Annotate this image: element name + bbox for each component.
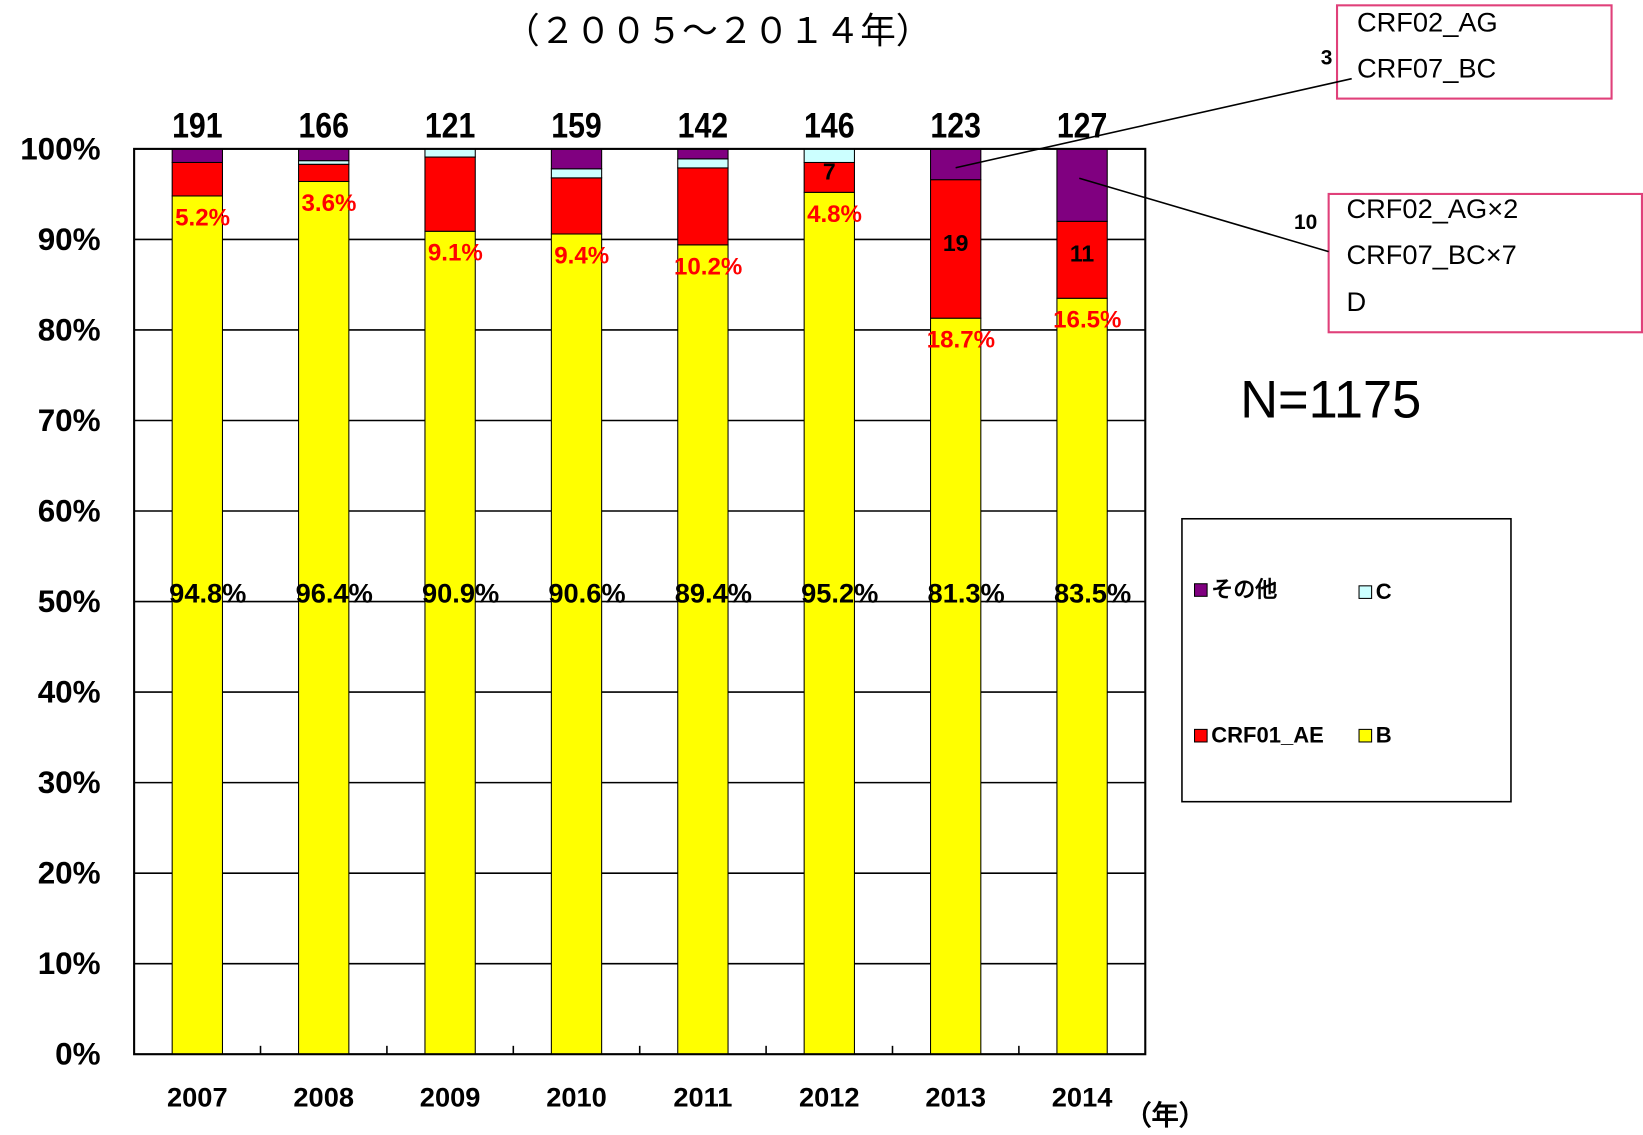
legend-label: その他 bbox=[1211, 577, 1277, 602]
y-tick-label: 100% bbox=[20, 131, 100, 166]
total-note: N=1175 bbox=[1240, 371, 1421, 429]
count-label: 159 bbox=[551, 106, 602, 146]
leader-line bbox=[1079, 177, 1329, 253]
bar-segment bbox=[298, 160, 350, 165]
y-tick-label: 50% bbox=[38, 584, 101, 619]
callout-text: CRF02_AG×2 bbox=[1346, 193, 1518, 224]
legend-label: B bbox=[1376, 723, 1392, 748]
count-label: 142 bbox=[678, 106, 729, 146]
y-tick-label: 40% bbox=[38, 674, 101, 709]
callout-count: 3 bbox=[1321, 46, 1333, 69]
legend-label: C bbox=[1376, 579, 1392, 604]
legend-swatch bbox=[1194, 728, 1208, 743]
bar-segment bbox=[171, 148, 223, 163]
bar-segment bbox=[803, 191, 855, 1055]
non-b-label: 9.1% bbox=[428, 240, 483, 267]
x-tick-label: 2012 bbox=[799, 1081, 860, 1112]
leader-line bbox=[955, 77, 1352, 169]
legend-box bbox=[1181, 517, 1512, 803]
bar-segment bbox=[677, 244, 729, 1055]
legend-label: CRF01_AE bbox=[1211, 723, 1323, 748]
value-label: 89.4% bbox=[675, 577, 752, 608]
bar-segment bbox=[298, 180, 350, 1055]
callout-box bbox=[1335, 4, 1613, 100]
y-tick-label: 80% bbox=[38, 312, 101, 347]
y-tick-label: 70% bbox=[38, 403, 101, 438]
value-label: 94.8% bbox=[169, 577, 246, 608]
bar-segment bbox=[677, 148, 729, 160]
y-tick-label: 10% bbox=[38, 946, 101, 981]
x-unit: （年） bbox=[1124, 1099, 1206, 1130]
x-tick-label: 2009 bbox=[420, 1081, 481, 1112]
bar-segment bbox=[550, 233, 603, 1055]
callout-text: CRF07_BC bbox=[1357, 53, 1496, 84]
count-label: 146 bbox=[804, 106, 855, 146]
non-b-label: 4.8% bbox=[807, 201, 862, 228]
bar-segment bbox=[803, 148, 855, 163]
bar-segment bbox=[677, 158, 729, 169]
x-tick-label: 2007 bbox=[167, 1081, 228, 1112]
non-b-label: 18.7% bbox=[927, 327, 995, 354]
bar-segment bbox=[550, 168, 603, 179]
bar-segment bbox=[171, 161, 223, 197]
y-tick-label: 0% bbox=[55, 1037, 100, 1072]
value-label: 81.3% bbox=[928, 577, 1005, 608]
bar-segment bbox=[298, 163, 350, 183]
callout-text: D bbox=[1346, 286, 1366, 317]
bar-segment bbox=[1056, 297, 1108, 1055]
non-b-label: 3.6% bbox=[301, 190, 356, 217]
bar-segment bbox=[930, 317, 982, 1055]
plot-frame bbox=[133, 147, 1147, 1056]
bar-segment bbox=[550, 148, 603, 170]
x-tick-label: 2013 bbox=[925, 1081, 986, 1112]
non-b-label: 10.2% bbox=[674, 253, 742, 280]
x-tick-label: 2010 bbox=[546, 1081, 607, 1112]
bar-segment bbox=[298, 148, 350, 162]
chart-title: （２００５～２０１４年） bbox=[504, 11, 931, 51]
callout-text: CRF07_BC×7 bbox=[1346, 239, 1516, 270]
count-label: 191 bbox=[172, 106, 223, 146]
legend-swatch bbox=[1194, 583, 1208, 597]
value-label: 90.6% bbox=[548, 577, 625, 608]
bar-segment bbox=[550, 177, 603, 235]
segment-count: 7 bbox=[823, 158, 836, 184]
value-label: 90.9% bbox=[422, 577, 499, 608]
segment-count: 11 bbox=[1070, 241, 1095, 267]
bar-segment bbox=[677, 167, 729, 246]
bar-segment bbox=[424, 230, 476, 1055]
count-label: 121 bbox=[425, 106, 476, 146]
callout-count: 10 bbox=[1294, 211, 1317, 234]
bar-segment bbox=[424, 148, 476, 158]
legend-swatch bbox=[1358, 728, 1373, 743]
count-label: 166 bbox=[298, 106, 349, 146]
bar-segment bbox=[171, 195, 223, 1055]
value-label: 83.5% bbox=[1054, 577, 1131, 608]
bar-segment bbox=[424, 156, 476, 232]
non-b-label: 9.4% bbox=[554, 242, 609, 269]
y-tick-label: 30% bbox=[38, 765, 101, 800]
callout-text: CRF02_AG bbox=[1357, 6, 1498, 37]
y-tick-label: 60% bbox=[38, 493, 101, 528]
segment-count: 19 bbox=[943, 230, 969, 256]
x-tick-label: 2011 bbox=[673, 1081, 732, 1112]
non-b-label: 5.2% bbox=[175, 204, 230, 231]
value-label: 95.2% bbox=[801, 577, 878, 608]
non-b-label: 16.5% bbox=[1053, 307, 1121, 334]
y-tick-label: 90% bbox=[38, 222, 101, 257]
value-label: 96.4% bbox=[296, 577, 373, 608]
count-label: 123 bbox=[930, 106, 981, 146]
x-tick-label: 2014 bbox=[1052, 1081, 1113, 1112]
x-tick-label: 2008 bbox=[293, 1081, 354, 1112]
legend-swatch bbox=[1358, 585, 1373, 599]
callout-box bbox=[1327, 192, 1643, 334]
y-tick-label: 20% bbox=[38, 856, 101, 891]
bar-segment bbox=[1056, 148, 1108, 222]
